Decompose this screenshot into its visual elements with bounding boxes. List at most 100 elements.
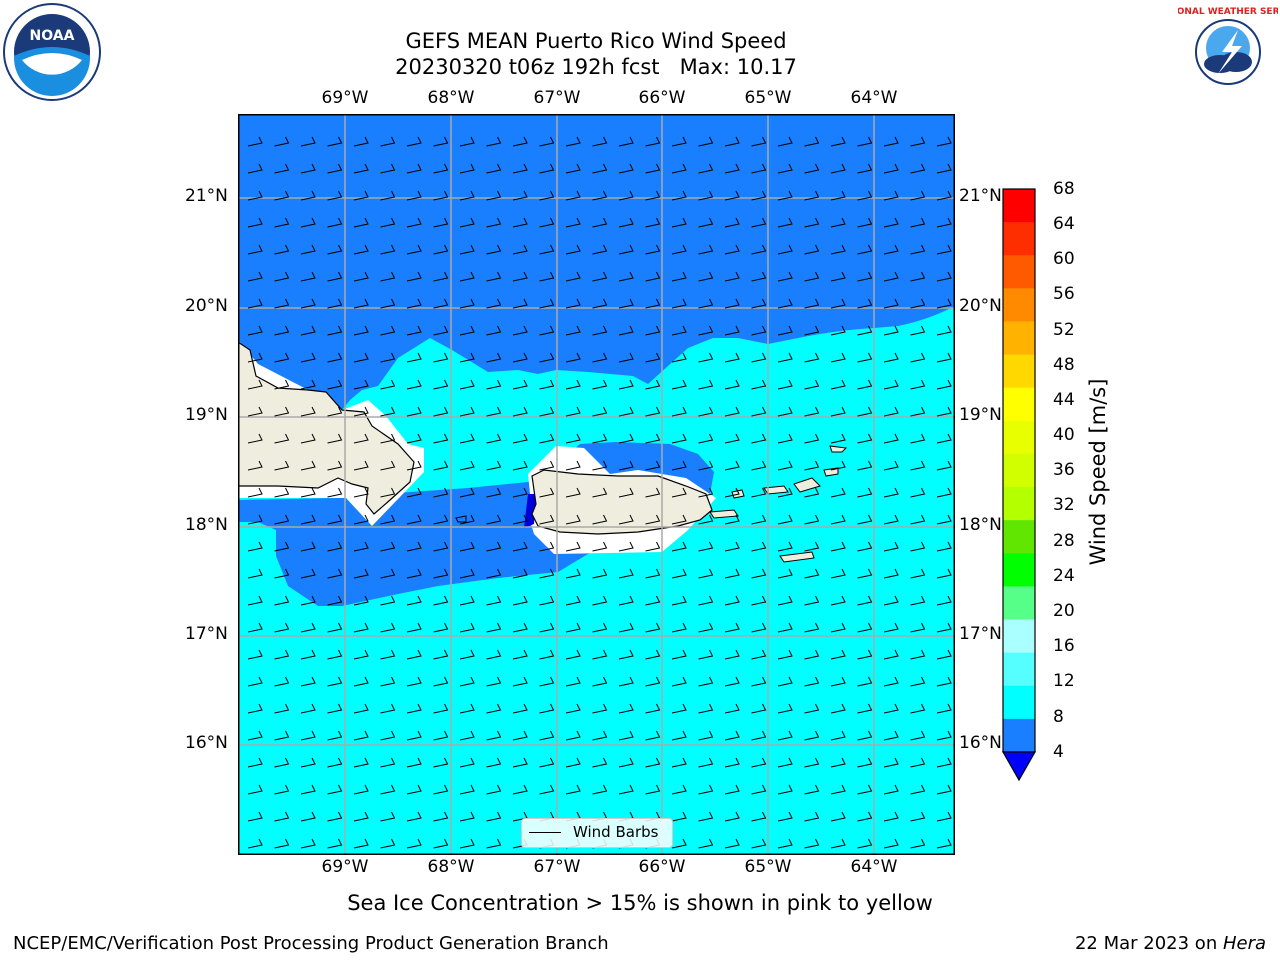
wind-barb bbox=[486, 244, 502, 255]
colorbar-swatch bbox=[1003, 189, 1035, 223]
wind-barb bbox=[406, 352, 422, 363]
wind-barb bbox=[671, 730, 687, 741]
wind-barb bbox=[910, 271, 926, 282]
wind-speed-colorbar bbox=[1001, 188, 1037, 782]
wind-barb bbox=[539, 730, 555, 741]
wind-barb bbox=[857, 514, 873, 525]
wind-barb bbox=[618, 784, 634, 795]
colorbar-tick: 52 bbox=[1053, 320, 1075, 340]
wind-barb bbox=[274, 541, 290, 552]
wind-barb bbox=[698, 460, 714, 471]
wind-barb bbox=[512, 433, 528, 444]
wind-barb bbox=[300, 298, 316, 309]
hispaniola-land bbox=[238, 341, 415, 515]
wind-barb bbox=[592, 190, 608, 201]
wind-barb bbox=[300, 595, 316, 606]
wind-barb bbox=[565, 568, 581, 579]
wind-barb bbox=[804, 676, 820, 687]
wind-barb bbox=[459, 838, 475, 849]
colorbar-tick: 36 bbox=[1053, 460, 1075, 480]
wind-barb bbox=[777, 271, 793, 282]
wind-barb bbox=[406, 784, 422, 795]
lon-label-top: 64°W bbox=[850, 88, 898, 108]
wind-barb bbox=[247, 406, 263, 417]
wind-barb bbox=[936, 811, 952, 822]
wind-barb bbox=[830, 784, 846, 795]
wind-barbs bbox=[247, 136, 952, 849]
colorbar-tick: 16 bbox=[1053, 636, 1075, 656]
wind-barb bbox=[830, 514, 846, 525]
wind-barb bbox=[698, 379, 714, 390]
wind-barb bbox=[327, 703, 343, 714]
wind-barb bbox=[353, 703, 369, 714]
wind-barb bbox=[671, 487, 687, 498]
wind-barb bbox=[327, 730, 343, 741]
wind-barb bbox=[539, 244, 555, 255]
wind-barb bbox=[353, 487, 369, 498]
wind-barb bbox=[671, 136, 687, 147]
wind-barb bbox=[565, 757, 581, 768]
wind-barb bbox=[539, 703, 555, 714]
wind-barb bbox=[857, 595, 873, 606]
wind-barb bbox=[804, 811, 820, 822]
wind-barb bbox=[724, 217, 740, 228]
wind-barb bbox=[830, 460, 846, 471]
wind-barb bbox=[247, 190, 263, 201]
wind-barb bbox=[247, 433, 263, 444]
wind-barb bbox=[910, 811, 926, 822]
wind-barb bbox=[592, 352, 608, 363]
wind-barb bbox=[830, 379, 846, 390]
wind-barb bbox=[353, 757, 369, 768]
noaa-logo: NOAA bbox=[3, 3, 101, 101]
colorbar-swatch bbox=[1003, 520, 1035, 554]
lon-label-bottom: 69°W bbox=[321, 857, 369, 877]
wind-barb bbox=[247, 487, 263, 498]
wind-barb bbox=[327, 379, 343, 390]
wind-barb bbox=[777, 622, 793, 633]
wind-barb bbox=[565, 649, 581, 660]
wind-barb bbox=[804, 568, 820, 579]
wind-barb bbox=[804, 703, 820, 714]
wind-barb bbox=[459, 514, 475, 525]
wind-barb bbox=[618, 298, 634, 309]
wind-barb bbox=[857, 217, 873, 228]
wind-barb bbox=[777, 514, 793, 525]
wind-barb bbox=[380, 487, 396, 498]
wind-barb bbox=[353, 325, 369, 336]
wind-barb bbox=[645, 136, 661, 147]
wind-barb bbox=[910, 622, 926, 633]
wind-barb bbox=[883, 217, 899, 228]
wind-barb bbox=[645, 730, 661, 741]
wind-barb bbox=[274, 676, 290, 687]
lat-label-left: 16°N bbox=[185, 733, 228, 753]
colorbar-tick: 64 bbox=[1053, 214, 1075, 234]
wind-barb bbox=[857, 649, 873, 660]
wind-speed-map bbox=[238, 114, 955, 855]
gridlines bbox=[238, 114, 955, 855]
colorbar-swatch bbox=[1003, 321, 1035, 356]
wind-barb bbox=[910, 244, 926, 255]
wind-barb bbox=[671, 244, 687, 255]
wind-barb bbox=[353, 649, 369, 660]
wind-barb bbox=[274, 784, 290, 795]
wind-barb bbox=[486, 811, 502, 822]
wind-barb bbox=[751, 433, 767, 444]
wind-barb bbox=[777, 298, 793, 309]
wind-barb bbox=[910, 595, 926, 606]
wind-barb bbox=[671, 163, 687, 174]
wind-barb bbox=[830, 622, 846, 633]
wind-barb bbox=[247, 595, 263, 606]
wind-barb bbox=[777, 244, 793, 255]
wind-barb bbox=[539, 487, 555, 498]
wind-barb bbox=[910, 460, 926, 471]
wind-barb bbox=[671, 622, 687, 633]
wind-barb bbox=[327, 622, 343, 633]
wind-barb bbox=[724, 649, 740, 660]
wind-barb bbox=[247, 244, 263, 255]
wind-barb bbox=[327, 784, 343, 795]
wind-barb bbox=[645, 163, 661, 174]
wind-barb bbox=[671, 784, 687, 795]
wind-barb bbox=[724, 595, 740, 606]
wind-barb bbox=[247, 298, 263, 309]
wind-barb bbox=[353, 730, 369, 741]
